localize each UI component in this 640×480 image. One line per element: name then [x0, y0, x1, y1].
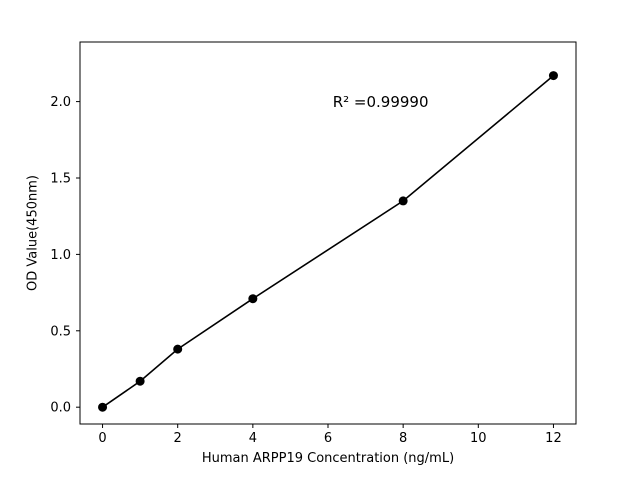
plot-border [79, 41, 577, 425]
x-axis-label: Human ARPP19 Concentration (ng/mL) [201, 451, 455, 466]
x-tick-label: 10 [470, 431, 487, 446]
data-point [398, 196, 408, 206]
data-point [98, 402, 108, 412]
y-tick-label: 2.0 [50, 95, 71, 110]
data-point [135, 376, 145, 386]
y-tick-label: 1.5 [50, 171, 71, 186]
x-tick-label: 12 [545, 431, 562, 446]
fit-line [102, 75, 554, 408]
y-tick-label: 0.5 [50, 324, 71, 339]
data-point [548, 71, 558, 81]
y-tick-label: 1.0 [50, 248, 71, 263]
x-tick-label: 0 [98, 431, 106, 446]
x-tick-label: 2 [174, 431, 182, 446]
y-tick-label: 0.0 [50, 401, 71, 416]
data-point [248, 294, 258, 304]
data-point [173, 344, 183, 354]
x-tick-label: 4 [249, 431, 257, 446]
y-axis-label: OD Value(450nm) [25, 175, 41, 291]
r-squared-annotation: R² =0.99990 [332, 92, 429, 111]
x-tick-label: 6 [324, 431, 332, 446]
x-tick-label: 8 [399, 431, 407, 446]
